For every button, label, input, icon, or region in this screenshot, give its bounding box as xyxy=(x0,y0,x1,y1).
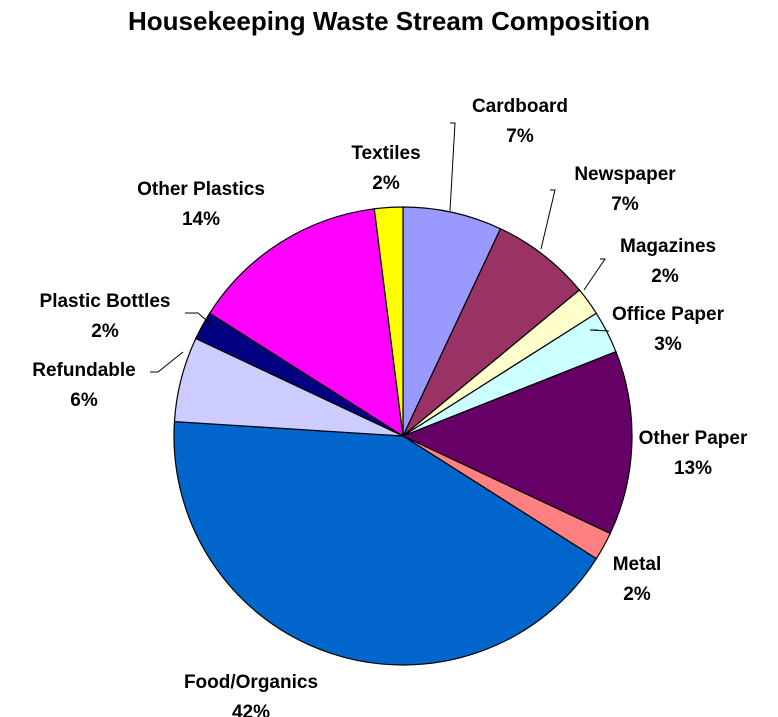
slices-layer xyxy=(173,206,633,666)
labels-layer: Cardboard 7% Newspaper 7% Magazines 2% Office … xyxy=(32,96,748,717)
leader-lines-layer xyxy=(150,122,610,373)
pie-slice-other-paper xyxy=(401,350,633,535)
slice-label-name: Cardboard xyxy=(472,96,568,117)
slice-label-name: Refundable xyxy=(32,360,135,381)
slice-label-name: Office Paper xyxy=(612,304,725,325)
slice-label: Cardboard 7% xyxy=(472,96,568,147)
pie-slice-food-organics xyxy=(173,420,598,666)
slice-label: Office Paper 3% xyxy=(612,304,725,355)
slice-label-name: Other Plastics xyxy=(137,179,265,200)
leader-line xyxy=(583,258,606,291)
slice-label: Textiles 2% xyxy=(351,143,420,194)
slice-label-percent: 13% xyxy=(674,458,712,479)
slice-label-percent: 14% xyxy=(182,209,220,230)
slice-label: Plastic Bottles 2% xyxy=(40,291,171,342)
slice-label: Refundable 6% xyxy=(32,360,135,411)
slice-label: Food/Organics 42% xyxy=(184,672,318,717)
leader-line xyxy=(185,312,214,327)
chart-title: Housekeeping Waste Stream Composition xyxy=(127,6,651,36)
pie-slice-other-plastics xyxy=(208,208,404,438)
slice-label-name: Textiles xyxy=(351,143,420,164)
slice-label-percent: 6% xyxy=(70,390,98,411)
slice-label-percent: 3% xyxy=(654,334,682,355)
slice-label: Other Plastics 14% xyxy=(137,179,265,230)
slice-label-name: Newspaper xyxy=(574,164,676,185)
slice-label-percent: 7% xyxy=(506,126,534,147)
slice-label: Newspaper 7% xyxy=(574,164,676,215)
slice-label-percent: 2% xyxy=(91,321,119,342)
slice-label: Other Paper 13% xyxy=(639,428,748,479)
slice-label-name: Other Paper xyxy=(639,428,748,449)
leader-line xyxy=(449,122,456,212)
slice-label-percent: 2% xyxy=(372,173,400,194)
slice-label: Metal 2% xyxy=(613,554,662,605)
slice-label-name: Metal xyxy=(613,554,662,575)
slice-label-name: Food/Organics xyxy=(184,672,318,693)
slice-label-percent: 7% xyxy=(611,194,639,215)
slice-label: Magazines 2% xyxy=(620,236,716,287)
leader-line xyxy=(540,189,556,250)
leader-line xyxy=(150,351,184,373)
pie-slice-textiles xyxy=(373,206,404,437)
slice-label-name: Magazines xyxy=(620,236,716,257)
slice-label-percent: 2% xyxy=(651,266,679,287)
slice-label-percent: 42% xyxy=(232,702,270,717)
slice-label-percent: 2% xyxy=(623,584,651,605)
leader-line xyxy=(589,329,610,332)
slice-label-name: Plastic Bottles xyxy=(40,291,171,312)
